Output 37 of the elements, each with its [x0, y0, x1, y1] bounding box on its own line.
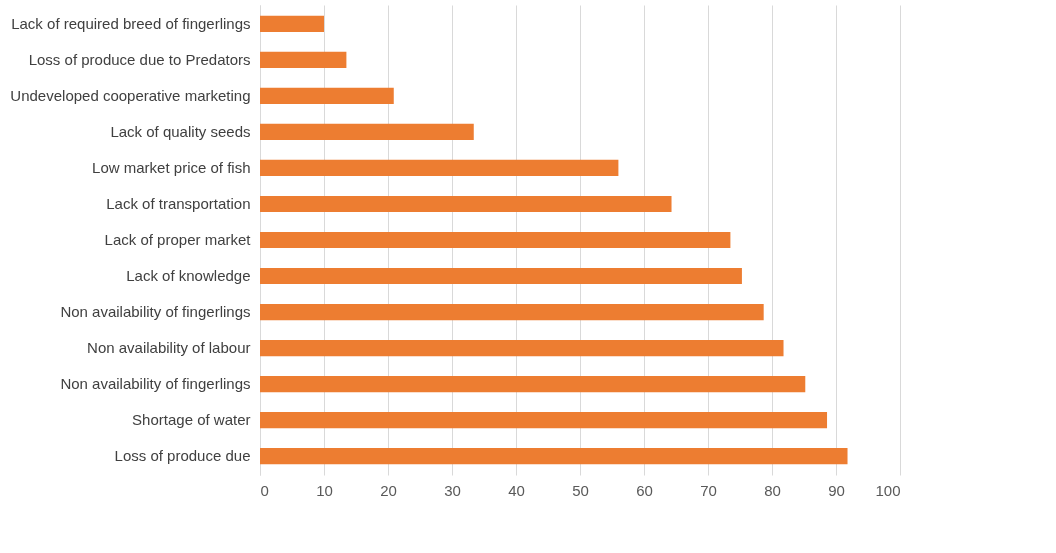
y-tick-label: Lack of quality seeds	[110, 122, 251, 140]
x-tick-label: 10	[316, 481, 333, 499]
y-tick-label: Lack of transportation	[106, 194, 251, 212]
bar	[260, 159, 619, 177]
bar	[260, 15, 324, 33]
bar	[260, 231, 731, 249]
bar	[260, 447, 848, 465]
x-tick-label: 70	[700, 481, 717, 499]
y-tick-label: Lack of proper market	[104, 231, 252, 248]
bar	[260, 339, 784, 357]
y-tick-label: Loss of produce due to Predators	[28, 50, 251, 68]
y-tick-label: Non availability of fingerlings	[60, 303, 251, 321]
y-tick-label: Non availability of fingerlings	[60, 375, 251, 393]
x-tick-label: 60	[636, 481, 653, 499]
bar	[260, 267, 742, 285]
x-tick-label: 100	[875, 481, 901, 499]
bar	[260, 375, 806, 393]
y-tick-label: Undeveloped cooperative marketing	[10, 86, 251, 104]
bar	[260, 51, 347, 69]
bar	[260, 195, 672, 213]
x-tick-label: 80	[764, 481, 781, 499]
x-tick-label: 90	[828, 481, 845, 499]
x-tick-label: 0	[260, 481, 269, 499]
y-tick-label: Low market price of fish	[92, 158, 251, 176]
y-tick-label: Lack of required breed of fingerlings	[11, 14, 251, 32]
x-tick-label: 20	[380, 481, 397, 499]
y-tick-label: Shortage of water	[132, 411, 251, 429]
bar	[260, 123, 474, 141]
y-tick-label: Lack of knowledge	[126, 267, 251, 285]
x-tick-label: 50	[572, 481, 589, 499]
x-tick-label: 30	[444, 481, 461, 499]
y-tick-label: Loss of produce due	[114, 447, 251, 465]
bar	[260, 303, 764, 321]
bar	[260, 411, 828, 429]
bar	[260, 87, 394, 105]
x-tick-label: 40	[508, 481, 525, 499]
y-tick-label: Non availability of labour	[87, 339, 251, 357]
